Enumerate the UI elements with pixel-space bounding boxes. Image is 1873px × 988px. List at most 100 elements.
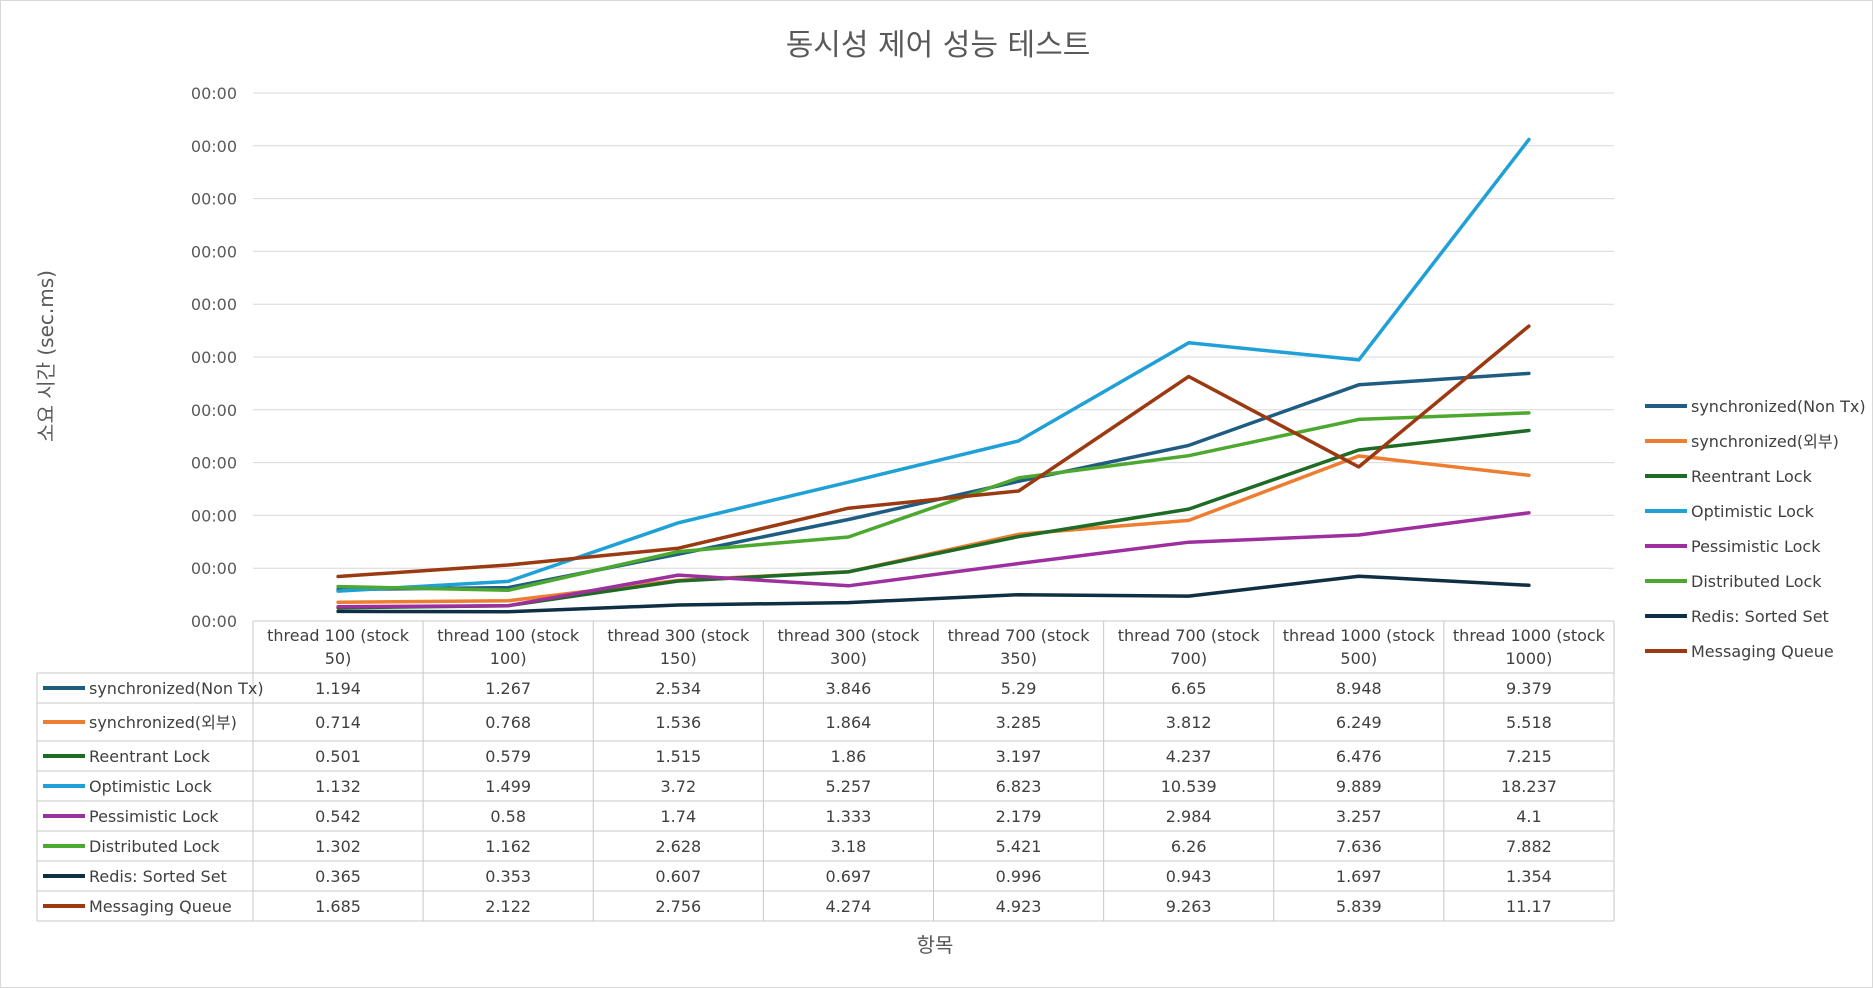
row-label: Reentrant Lock: [89, 747, 211, 766]
table-cell: 3.285: [996, 713, 1042, 732]
table-cell: 3.197: [996, 747, 1042, 766]
row-label: synchronized(Non Tx): [89, 679, 264, 698]
table-cell: 7.636: [1336, 837, 1382, 856]
table-cell: 0.501: [315, 747, 361, 766]
table-cell: 1.74: [661, 807, 697, 826]
table-cell: 1.86: [831, 747, 867, 766]
category-label: 350): [1000, 649, 1037, 668]
row-label: Redis: Sorted Set: [89, 867, 227, 886]
category-label: 300): [830, 649, 867, 668]
table-cell: 3.846: [826, 679, 872, 698]
table-cell: 7.882: [1506, 837, 1552, 856]
table-cell: 0.697: [826, 867, 872, 886]
y-tick-label: 00:00: [191, 612, 237, 631]
y-tick-label: 00:00: [191, 190, 237, 209]
series-line: [336, 137, 1531, 593]
table-cell: 9.263: [1166, 897, 1212, 916]
table-cell: 6.26: [1171, 837, 1207, 856]
category-label: thread 100 (stock: [267, 626, 410, 645]
table-cell: 0.607: [655, 867, 701, 886]
table-cell: 18.237: [1501, 777, 1557, 796]
chart-title: 동시성 제어 성능 테스트: [786, 28, 1091, 63]
y-tick-label: 00:00: [191, 401, 237, 420]
table-cell: 6.249: [1336, 713, 1382, 732]
table-cell: 1.536: [655, 713, 701, 732]
table-cell: 0.542: [315, 807, 361, 826]
table-cell: 0.353: [485, 867, 531, 886]
category-label: 700): [1170, 649, 1207, 668]
table-cell: 2.179: [996, 807, 1042, 826]
y-tick-label: 00:00: [191, 84, 237, 103]
category-label: thread 300 (stock: [607, 626, 750, 645]
category-label: thread 100 (stock: [437, 626, 580, 645]
legend-entry: Distributed Lock: [1691, 572, 1822, 591]
category-label: thread 1000 (stock: [1283, 626, 1436, 645]
table-cell: 1.194: [315, 679, 361, 698]
table-cell: 3.257: [1336, 807, 1382, 826]
table-cell: 4.274: [826, 897, 872, 916]
y-axis-ticks: 00:00 00:00 00:00 00:00 00:00 00:00 00:00 00:00…: [191, 84, 237, 631]
category-label: 500): [1340, 649, 1377, 668]
legend-entry: Messaging Queue: [1691, 642, 1834, 661]
legend-entry: Redis: Sorted Set: [1691, 607, 1829, 626]
table-cell: 2.756: [655, 897, 701, 916]
table-cell: 7.215: [1506, 747, 1552, 766]
y-axis-title: 소요 시간 (sec.ms): [34, 270, 58, 442]
table-cell: 0.365: [315, 867, 361, 886]
legend-entry: Pessimistic Lock: [1691, 537, 1821, 556]
table-cell: 5.421: [996, 837, 1042, 856]
table-cell: 5.518: [1506, 713, 1552, 732]
table-cell: 0.579: [485, 747, 531, 766]
category-label: 150): [660, 649, 697, 668]
table-cell: 5.29: [1001, 679, 1037, 698]
row-label: Messaging Queue: [89, 897, 232, 916]
table-cell: 8.948: [1336, 679, 1382, 698]
category-label: thread 700 (stock: [1118, 626, 1261, 645]
gridlines: [253, 92, 1614, 569]
category-label: 50): [325, 649, 352, 668]
table-cell: 1.267: [485, 679, 531, 698]
table-cell: 5.839: [1336, 897, 1382, 916]
legend-entry: Reentrant Lock: [1691, 467, 1813, 486]
table-cell: 1.515: [655, 747, 701, 766]
table-cell: 1.499: [485, 777, 531, 796]
table-cell: 6.476: [1336, 747, 1382, 766]
series-line: [336, 574, 1531, 614]
table-cell: 2.122: [485, 897, 531, 916]
table-cell: 3.18: [831, 837, 867, 856]
table-cell: 5.257: [826, 777, 872, 796]
table-cell: 4.237: [1166, 747, 1212, 766]
y-tick-label: 00:00: [191, 559, 237, 578]
y-tick-label: 00:00: [191, 242, 237, 261]
category-label: thread 1000 (stock: [1453, 626, 1606, 645]
table-cell: 1.697: [1336, 867, 1382, 886]
row-label: Distributed Lock: [89, 837, 220, 856]
table-cell: 0.768: [485, 713, 531, 732]
table-cell: 11.17: [1506, 897, 1552, 916]
table-cell: 1.354: [1506, 867, 1552, 886]
y-tick-label: 00:00: [191, 506, 237, 525]
row-label: Pessimistic Lock: [89, 807, 219, 826]
series-line: [336, 371, 1531, 592]
series-lines: [336, 137, 1531, 614]
data-table: thread 100 (stock 50) thread 100 (stock 100…: [36, 620, 1615, 922]
category-label: thread 300 (stock: [778, 626, 921, 645]
category-label: 1000): [1505, 649, 1552, 668]
table-cell: 2.984: [1166, 807, 1212, 826]
table-cell: 4.923: [996, 897, 1042, 916]
table-cell: 3.812: [1166, 713, 1212, 732]
row-label: synchronized(외부): [89, 713, 237, 732]
table-cell: 4.1: [1516, 807, 1541, 826]
y-tick-label: 00:00: [191, 295, 237, 314]
table-cell: 6.823: [996, 777, 1042, 796]
series-line: [336, 511, 1531, 609]
series-line: [336, 428, 1531, 610]
table-cell: 9.379: [1506, 679, 1552, 698]
table-cell: 6.65: [1171, 679, 1207, 698]
table-cell: 0.58: [490, 807, 526, 826]
y-tick-label: 00:00: [191, 454, 237, 473]
table-cell: 10.539: [1161, 777, 1217, 796]
category-label: 100): [490, 649, 527, 668]
